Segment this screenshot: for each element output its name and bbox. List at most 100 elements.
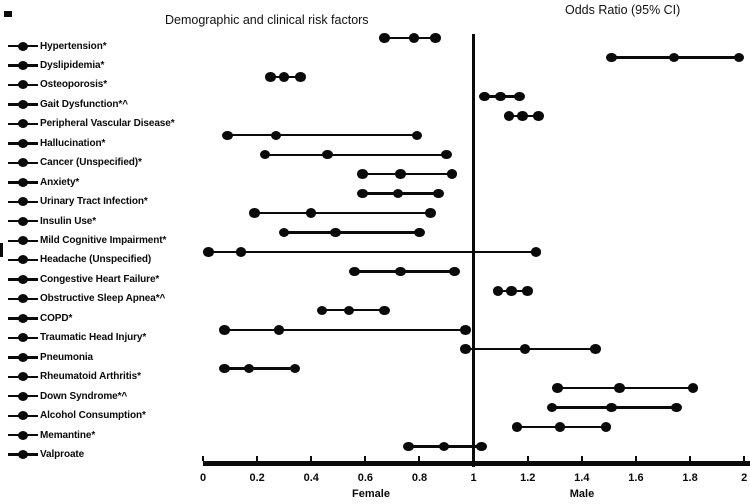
label-leader [8, 293, 38, 304]
x-tick-label: 0.8 [411, 472, 428, 484]
ci-upper-dot [687, 383, 699, 393]
point-estimate-dot [614, 383, 625, 393]
category-row-label: Traumatic Head Injury* [8, 331, 146, 345]
reference-line-at-1 [472, 34, 476, 467]
value-axis-title: Odds Ratio (95% CI) [565, 3, 681, 17]
point-estimate-dot [343, 305, 355, 316]
ci-upper-dot [379, 305, 390, 316]
ci-lower-dot [316, 305, 328, 316]
label-leader [8, 313, 38, 324]
category-row-label: Congestive Heart Failure* [8, 272, 159, 286]
x-tick-label: 1.8 [682, 472, 698, 484]
point-estimate-dot [270, 130, 282, 140]
ci-line [265, 153, 447, 156]
ci-lower-dot [219, 363, 230, 374]
label-leader-dot [18, 274, 28, 284]
label-leader-dot [18, 177, 28, 187]
ci-line [224, 367, 295, 370]
ci-line [465, 348, 596, 351]
label-leader-dot [18, 60, 28, 70]
ci-line [557, 386, 693, 390]
x-tick-label: 1.4 [574, 472, 590, 484]
category-row-label: Osteoporosis* [8, 78, 107, 92]
x-tick-label: 1.2 [520, 472, 536, 484]
label-leader-dot [18, 41, 28, 51]
category-row-label: Dyslipidemia* [8, 58, 104, 72]
category-label-text: Anxiety* [40, 176, 80, 188]
category-label-text: Urinary Tract Infection* [40, 196, 148, 208]
x-tick-label: 0 [199, 472, 207, 484]
ci-lower-dot [511, 422, 523, 432]
label-leader [8, 41, 38, 52]
ci-lower-dot [479, 91, 490, 102]
category-row-label: COPD* [8, 311, 72, 325]
scan-artifact [4, 11, 12, 17]
category-label-text: Cancer (Unspecified)* [40, 157, 142, 169]
category-label-text: Osteoporosis* [40, 79, 108, 91]
label-leader-dot [18, 333, 28, 343]
ci-line [284, 231, 420, 234]
ci-upper-dot [289, 363, 301, 374]
ci-lower-dot [259, 149, 271, 160]
category-label-text: Peripheral Vascular Disease* [40, 118, 175, 130]
category-label-text: Dyslipidemia* [40, 59, 105, 71]
category-row-label: Mild Cognitive Impairment* [8, 234, 166, 248]
ci-upper-dot [600, 422, 612, 432]
ci-lower-dot [503, 111, 515, 121]
category-label-text: Down Syndrome*^ [40, 390, 128, 402]
ci-line [224, 328, 466, 331]
x-axis-line [203, 461, 750, 466]
ci-lower-dot [403, 441, 414, 452]
x-tick-label: 0.4 [303, 472, 319, 484]
category-label-text: Traumatic Head Injury* [40, 332, 147, 344]
ci-upper-dot [425, 208, 436, 218]
ci-line [362, 172, 452, 176]
category-row-label: Hallucination* [8, 136, 105, 150]
ci-upper-dot [533, 111, 544, 121]
point-estimate-dot [235, 247, 247, 257]
x-tick-mark [256, 456, 259, 461]
category-row-label: Insulin Use* [8, 214, 96, 228]
x-tick-mark [472, 456, 475, 461]
label-leader [8, 216, 38, 227]
point-estimate-dot [243, 363, 255, 374]
ci-lower-dot [492, 286, 504, 296]
point-estimate-dot [322, 149, 333, 160]
category-label-text: Hallucination* [40, 137, 106, 149]
scan-artifact [0, 243, 3, 257]
ci-upper-dot [476, 441, 487, 452]
ci-upper-dot [590, 344, 601, 354]
x-tick-label: 1.6 [628, 472, 644, 484]
x-tick-mark [364, 456, 367, 461]
category-label-text: Alcohol Consumption* [40, 410, 146, 422]
label-leader [8, 60, 38, 71]
ci-upper-dot [295, 72, 306, 82]
x-tick-mark [743, 456, 746, 461]
label-leader-dot [18, 391, 28, 401]
category-label-text: Mild Cognitive Impairment* [40, 235, 167, 246]
ci-lower-dot [546, 402, 558, 413]
label-leader [8, 332, 38, 343]
point-estimate-dot [495, 91, 506, 102]
label-leader [8, 274, 38, 285]
x-tick-mark [418, 456, 421, 461]
label-leader-dot [18, 138, 28, 148]
point-estimate-dot [606, 402, 617, 413]
category-row-label: Anxiety* [8, 175, 79, 189]
ci-upper-dot [522, 286, 533, 296]
category-label-text: Headache (Unspecified) [40, 254, 152, 266]
ci-lower-dot [203, 247, 214, 257]
ci-upper-dot [411, 130, 423, 140]
male-side-label: Male [569, 488, 595, 500]
label-leader-dot [18, 430, 28, 440]
category-row-label: Obstructive Sleep Apnea*^ [8, 292, 165, 306]
label-leader [8, 99, 38, 110]
label-leader-dot [18, 449, 28, 459]
ci-lower-dot [379, 33, 390, 43]
category-label-text: Pneumonia [40, 351, 93, 363]
point-estimate-dot [519, 344, 531, 354]
category-row-label: Down Syndrome*^ [8, 389, 127, 403]
category-row-label: Gait Dysfunction*^ [8, 97, 128, 111]
label-leader-dot [18, 294, 28, 304]
x-tick-label: 0.2 [249, 472, 265, 484]
